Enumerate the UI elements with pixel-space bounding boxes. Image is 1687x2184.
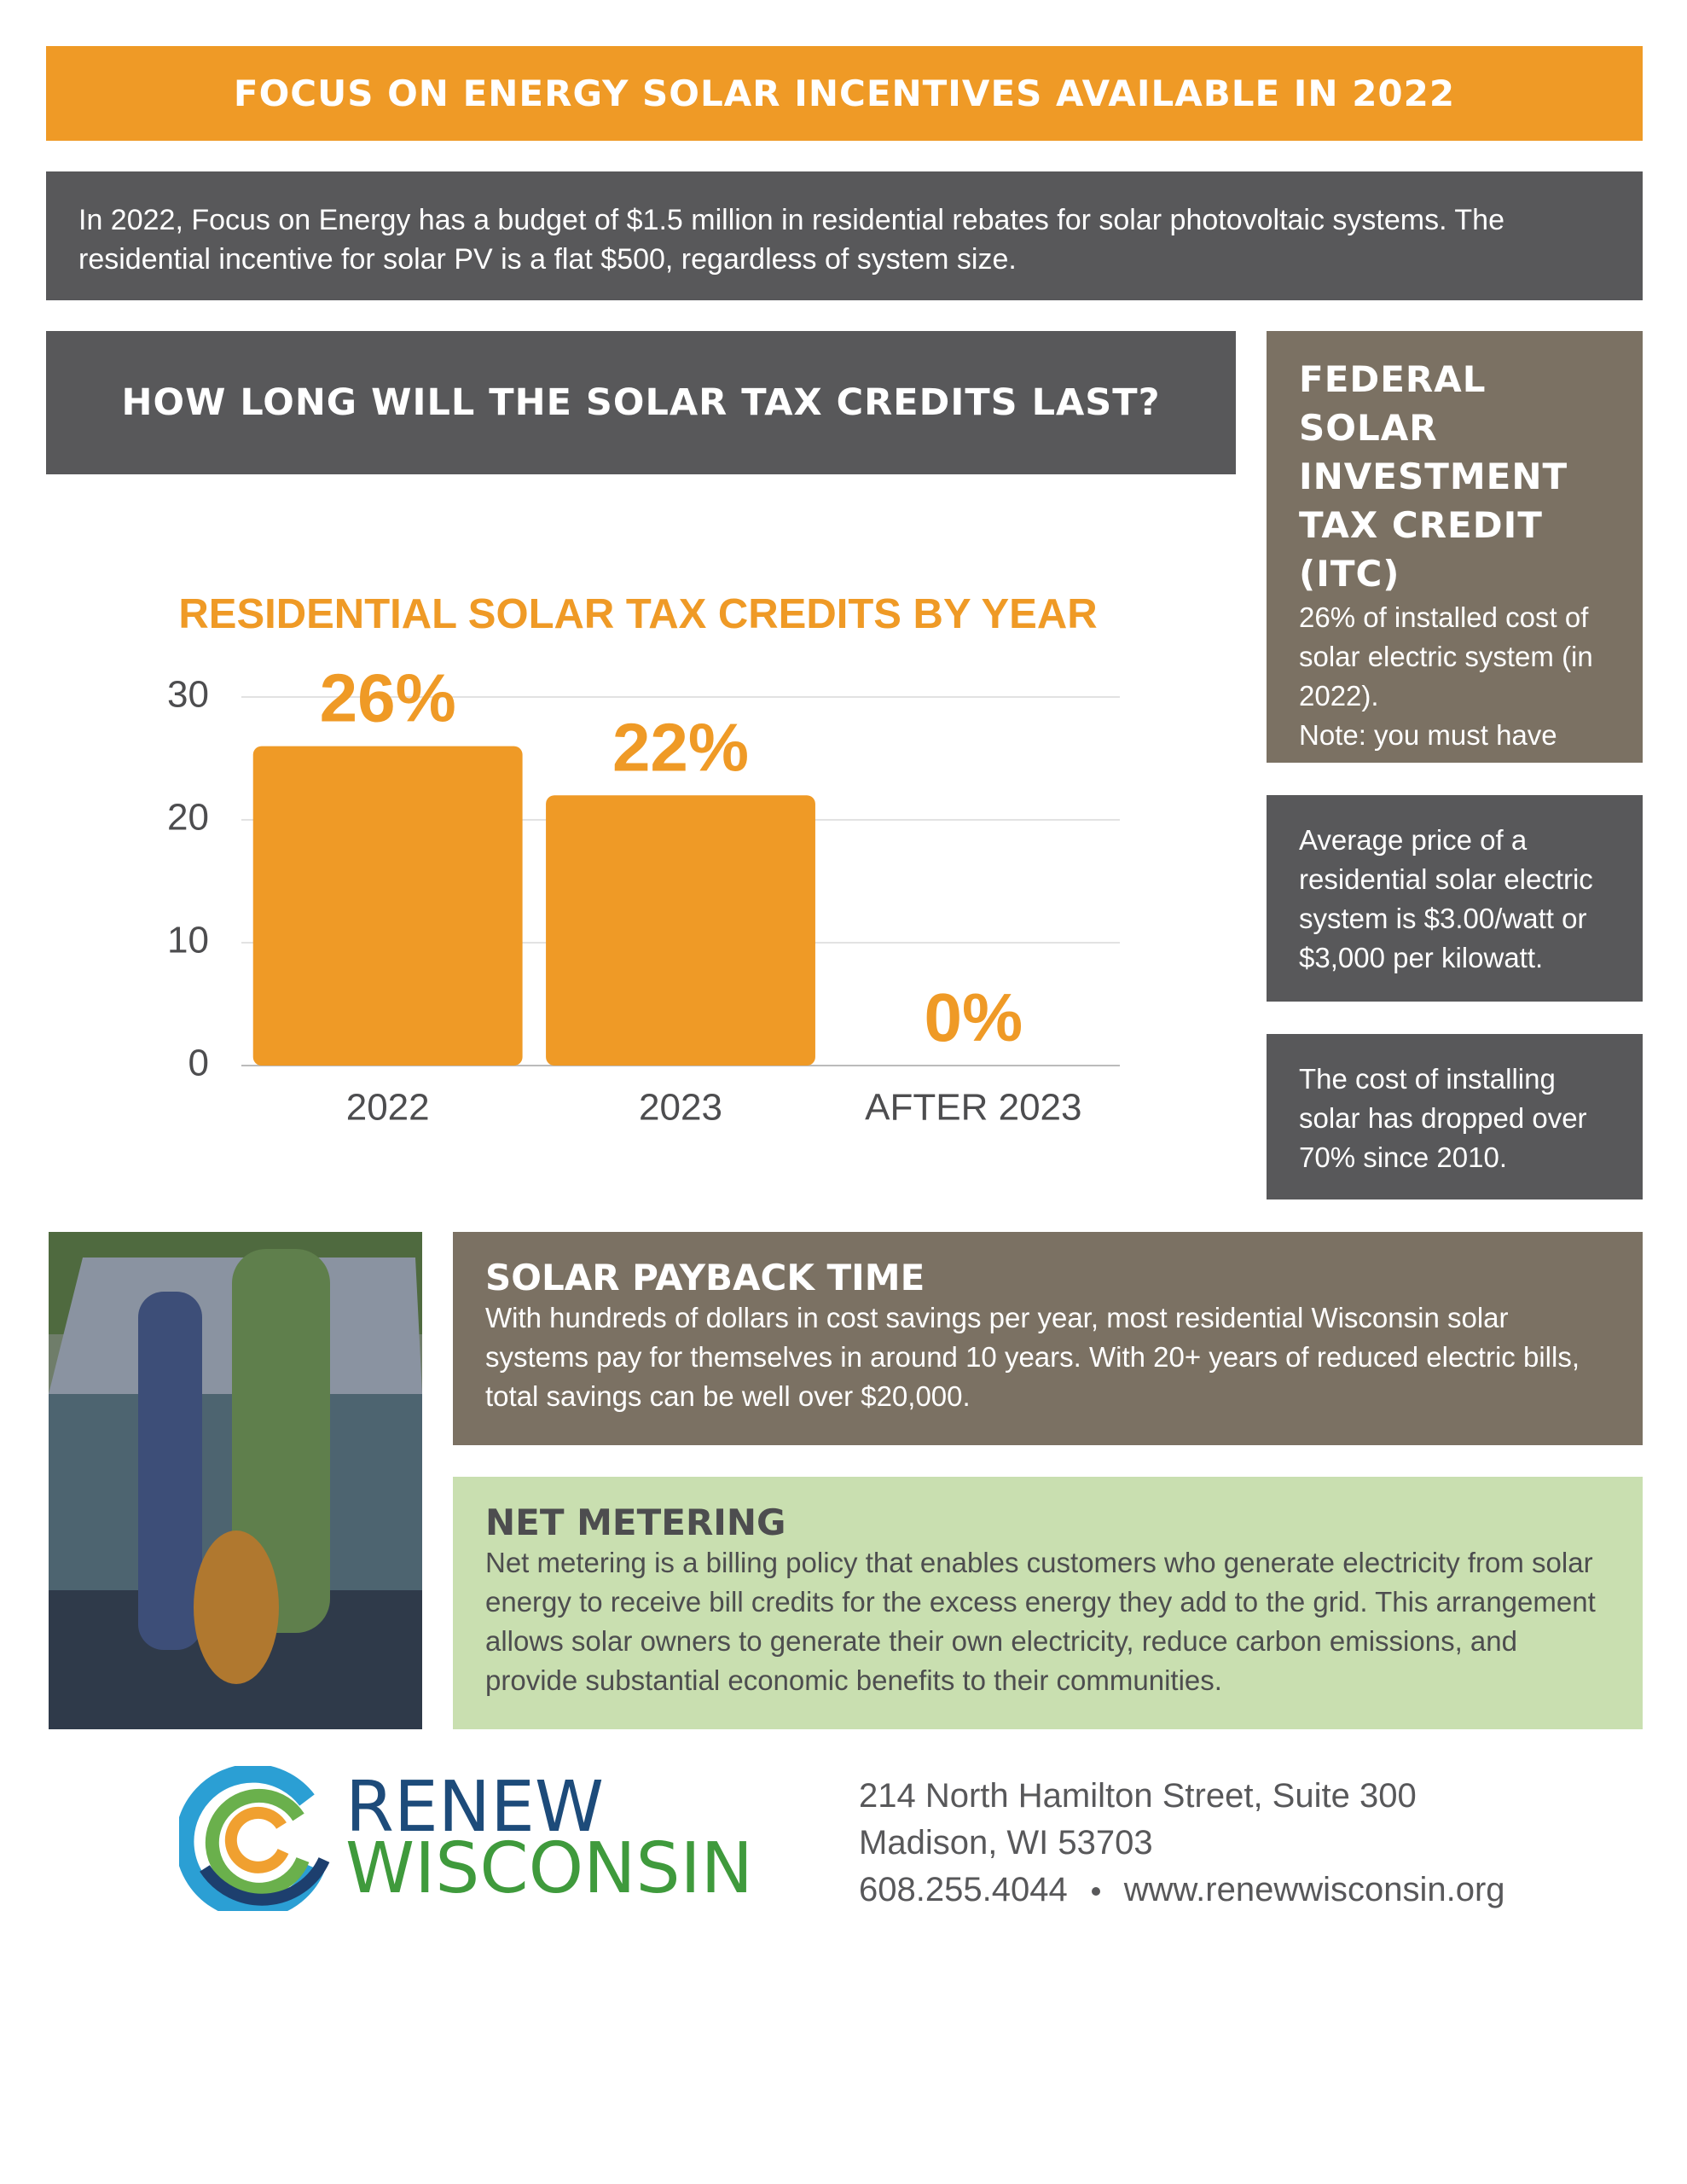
photo-person-2 bbox=[232, 1249, 330, 1633]
banner: FOCUS ON ENERGY SOLAR INCENTIVES AVAILAB… bbox=[46, 46, 1643, 141]
cost-box: The cost of installing solar has dropped… bbox=[1267, 1034, 1643, 1199]
street: 214 North Hamilton Street, Suite 300 bbox=[859, 1777, 1417, 1815]
website: www.renewwisconsin.org bbox=[1123, 1871, 1505, 1908]
payback-text: With hundreds of dollars in cost savings… bbox=[485, 1302, 1580, 1412]
bar bbox=[252, 746, 523, 1066]
payback-box: SOLAR PAYBACK TIME With hundreds of doll… bbox=[453, 1232, 1643, 1445]
itc-title: FEDERAL SOLAR INVESTMENT TAX CREDIT (ITC… bbox=[1299, 358, 1568, 595]
logo-arc bbox=[224, 1806, 289, 1873]
y-tick-label: 0 bbox=[188, 1043, 209, 1084]
net-metering-title: NET METERING bbox=[485, 1502, 786, 1543]
separator-dot bbox=[1091, 1887, 1100, 1896]
x-tick-label: 2023 bbox=[639, 1087, 722, 1129]
chart-title: RESIDENTIAL SOLAR TAX CREDITS BY YEAR bbox=[178, 591, 1097, 637]
itc-note: Note: you must have taxable income to of… bbox=[1299, 719, 1604, 790]
photo-person-1 bbox=[138, 1292, 202, 1650]
photo-dog bbox=[194, 1531, 279, 1684]
itc-box: FEDERAL SOLAR INVESTMENT TAX CREDIT (ITC… bbox=[1267, 331, 1643, 790]
chart: RESIDENTIAL SOLAR TAX CREDITS BY YEAR 0 10… bbox=[167, 591, 1120, 1129]
net-metering-box: NET METERING Net metering is a billing p… bbox=[453, 1477, 1643, 1729]
contact-line: 608.255.4044 www.renewwisconsin.org bbox=[859, 1867, 1505, 1914]
photo bbox=[49, 1232, 422, 1729]
y-tick-label: 20 bbox=[167, 797, 209, 839]
logo-arc bbox=[200, 1856, 330, 1906]
city: Madison, WI 53703 bbox=[859, 1824, 1153, 1862]
net-metering-text: Net metering is a billing policy that en… bbox=[485, 1547, 1596, 1696]
intro: In 2022, Focus on Energy has a budget of… bbox=[46, 171, 1643, 300]
x-tick-label: 2022 bbox=[346, 1087, 430, 1129]
bar bbox=[546, 795, 815, 1066]
logo-line-2: WISCONSIN bbox=[345, 1828, 754, 1909]
y-tick-label: 30 bbox=[167, 674, 209, 716]
phone: 608.255.4044 bbox=[859, 1871, 1068, 1908]
value-label: 0% bbox=[925, 979, 1023, 1055]
price-box: Average price of a residential solar ele… bbox=[1267, 795, 1643, 1002]
logo-arc bbox=[205, 1788, 310, 1896]
x-tick-label: AFTER 2023 bbox=[865, 1087, 1081, 1129]
logo-arc bbox=[179, 1766, 325, 1911]
itc-text: 26% of installed cost of solar electric … bbox=[1299, 601, 1593, 712]
logo-mark bbox=[179, 1766, 330, 1911]
payback-title: SOLAR PAYBACK TIME bbox=[485, 1257, 925, 1298]
y-tick-label: 10 bbox=[167, 920, 209, 961]
address: 214 North Hamilton Street, Suite 300 Mad… bbox=[859, 1773, 1505, 1914]
value-label: 22% bbox=[612, 709, 749, 785]
value-label: 26% bbox=[320, 660, 456, 736]
section-heading: HOW LONG WILL THE SOLAR TAX CREDITS LAST… bbox=[46, 331, 1236, 474]
logo-line-1: RENEW bbox=[345, 1767, 605, 1848]
